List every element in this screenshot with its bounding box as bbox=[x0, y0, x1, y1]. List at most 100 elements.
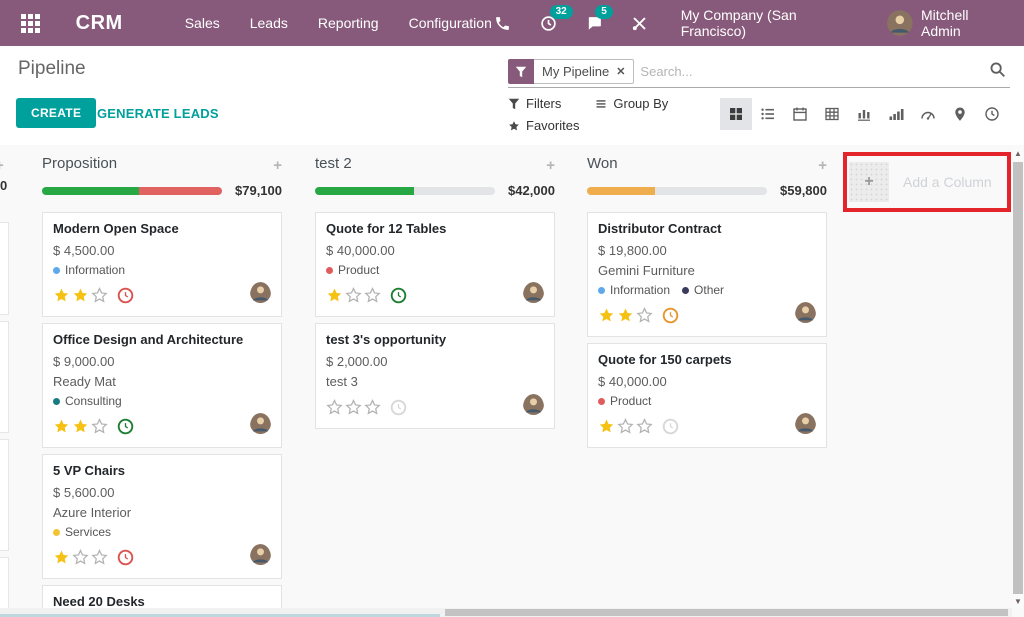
column-title[interactable]: Proposition bbox=[42, 155, 118, 172]
view-kanban-button[interactable] bbox=[720, 98, 752, 130]
scroll-down-icon[interactable]: ▼ bbox=[1014, 596, 1022, 606]
card-priority-stars[interactable] bbox=[326, 286, 381, 304]
activities-clock-icon[interactable]: 32 bbox=[538, 5, 573, 34]
star-icon[interactable] bbox=[364, 398, 381, 416]
kanban-card[interactable]: 5 VP Chairs $ 5,600.00 Azure Interior Servi… bbox=[42, 454, 282, 579]
card-avatar[interactable] bbox=[523, 394, 544, 420]
star-icon[interactable] bbox=[72, 287, 89, 304]
search-icon[interactable] bbox=[989, 61, 1006, 83]
app-title[interactable]: CRM bbox=[75, 11, 123, 34]
kanban-card[interactable]: Quote for 12 Tables $ 40,000.00 Product bbox=[315, 212, 555, 317]
star-icon[interactable] bbox=[326, 287, 343, 304]
messages-icon[interactable]: 5 bbox=[583, 5, 613, 34]
star-icon[interactable] bbox=[53, 549, 70, 566]
star-icon[interactable] bbox=[345, 286, 362, 304]
kanban-card[interactable]: Modern Open Space $ 4,500.00 Information bbox=[42, 212, 282, 317]
column-progressbar[interactable] bbox=[315, 186, 495, 195]
card-avatar[interactable] bbox=[250, 282, 271, 308]
column-progressbar[interactable] bbox=[587, 186, 767, 195]
vertical-scroll-thumb[interactable] bbox=[1013, 162, 1023, 594]
kanban-card[interactable]: test 3's opportunity $ 2,000.00 test 3 bbox=[315, 323, 555, 429]
view-dashboard-button[interactable] bbox=[912, 98, 944, 130]
debug-tools-icon[interactable] bbox=[629, 12, 651, 34]
search-input[interactable] bbox=[640, 64, 989, 79]
star-icon[interactable] bbox=[617, 417, 634, 435]
favorites-button[interactable]: Favorites bbox=[508, 118, 579, 133]
menu-configuration[interactable]: Configuration bbox=[408, 15, 492, 31]
partial-card[interactable] bbox=[0, 439, 9, 551]
phone-icon[interactable] bbox=[492, 12, 514, 34]
company-switcher[interactable]: My Company (San Francisco) bbox=[680, 7, 797, 39]
star-icon[interactable] bbox=[91, 417, 108, 435]
partial-card[interactable] bbox=[0, 321, 9, 433]
partial-column-add-icon[interactable]: + bbox=[0, 157, 4, 174]
card-avatar[interactable] bbox=[795, 413, 816, 439]
card-activity-clock-icon[interactable] bbox=[662, 307, 679, 324]
horizontal-scrollbar[interactable] bbox=[0, 608, 1012, 617]
star-icon[interactable] bbox=[326, 398, 343, 416]
star-icon[interactable] bbox=[345, 398, 362, 416]
card-priority-stars[interactable] bbox=[326, 398, 381, 416]
card-priority-stars[interactable] bbox=[53, 417, 108, 435]
star-icon[interactable] bbox=[91, 286, 108, 304]
filters-button[interactable]: Filters bbox=[508, 96, 561, 111]
column-title[interactable]: Won bbox=[587, 155, 618, 172]
star-icon[interactable] bbox=[617, 307, 634, 324]
star-icon[interactable] bbox=[53, 418, 70, 435]
card-avatar[interactable] bbox=[523, 282, 544, 308]
view-activity-button[interactable] bbox=[976, 98, 1008, 130]
view-graph-button[interactable] bbox=[848, 98, 880, 130]
group-by-button[interactable]: Group By bbox=[595, 96, 668, 111]
kanban-card[interactable]: Quote for 150 carpets $ 40,000.00 Product bbox=[587, 343, 827, 448]
card-priority-stars[interactable] bbox=[53, 548, 108, 566]
star-icon[interactable] bbox=[364, 286, 381, 304]
column-add-record-icon[interactable]: + bbox=[818, 157, 827, 174]
menu-leads[interactable]: Leads bbox=[249, 15, 288, 31]
card-activity-clock-icon[interactable] bbox=[117, 287, 134, 304]
card-priority-stars[interactable] bbox=[53, 286, 108, 304]
create-button[interactable]: CREATE bbox=[16, 98, 97, 128]
card-priority-stars[interactable] bbox=[598, 417, 653, 435]
menu-reporting[interactable]: Reporting bbox=[317, 15, 379, 31]
column-add-record-icon[interactable]: + bbox=[273, 157, 282, 174]
scroll-up-icon[interactable]: ▲ bbox=[1014, 148, 1022, 158]
card-activity-clock-icon[interactable] bbox=[117, 549, 134, 566]
horizontal-scroll-thumb[interactable] bbox=[445, 609, 1008, 616]
partial-card[interactable] bbox=[0, 557, 9, 617]
card-avatar[interactable] bbox=[795, 302, 816, 328]
view-cohort-button[interactable] bbox=[880, 98, 912, 130]
star-icon[interactable] bbox=[53, 287, 70, 304]
star-icon[interactable] bbox=[72, 548, 89, 566]
star-icon[interactable] bbox=[72, 418, 89, 435]
star-icon[interactable] bbox=[636, 417, 653, 435]
card-activity-clock-icon[interactable] bbox=[662, 418, 679, 435]
vertical-scrollbar[interactable]: ▲ ▼ bbox=[1012, 146, 1024, 608]
card-activity-clock-icon[interactable] bbox=[390, 399, 407, 416]
column-add-record-icon[interactable]: + bbox=[546, 157, 555, 174]
card-activity-clock-icon[interactable] bbox=[390, 287, 407, 304]
kanban-card[interactable]: Distributor Contract $ 19,800.00 Gemini Fu… bbox=[587, 212, 827, 337]
view-calendar-button[interactable] bbox=[784, 98, 816, 130]
view-pivot-button[interactable] bbox=[816, 98, 848, 130]
card-activity-clock-icon[interactable] bbox=[117, 418, 134, 435]
generate-leads-button[interactable]: GENERATE LEADS bbox=[97, 106, 219, 121]
add-column-button[interactable]: + Add a Column bbox=[849, 158, 1006, 206]
view-list-button[interactable] bbox=[752, 98, 784, 130]
star-icon[interactable] bbox=[598, 418, 615, 435]
kanban-card[interactable]: Office Design and Architecture $ 9,000.00… bbox=[42, 323, 282, 448]
partial-card[interactable] bbox=[0, 222, 9, 315]
user-menu[interactable]: Mitchell Admin bbox=[887, 7, 1010, 39]
card-avatar[interactable] bbox=[250, 413, 271, 439]
column-progressbar[interactable] bbox=[42, 186, 222, 195]
star-icon[interactable] bbox=[598, 307, 615, 324]
column-title[interactable]: test 2 bbox=[315, 155, 352, 172]
view-map-button[interactable] bbox=[944, 98, 976, 130]
menu-sales[interactable]: Sales bbox=[184, 15, 220, 31]
apps-menu-icon[interactable] bbox=[14, 6, 48, 40]
facet-remove-icon[interactable]: ✕ bbox=[616, 66, 626, 78]
card-priority-stars[interactable] bbox=[598, 306, 653, 324]
star-icon[interactable] bbox=[636, 306, 653, 324]
search-bar[interactable]: My Pipeline ✕ bbox=[508, 56, 1010, 88]
card-avatar[interactable] bbox=[250, 544, 271, 570]
star-icon[interactable] bbox=[91, 548, 108, 566]
